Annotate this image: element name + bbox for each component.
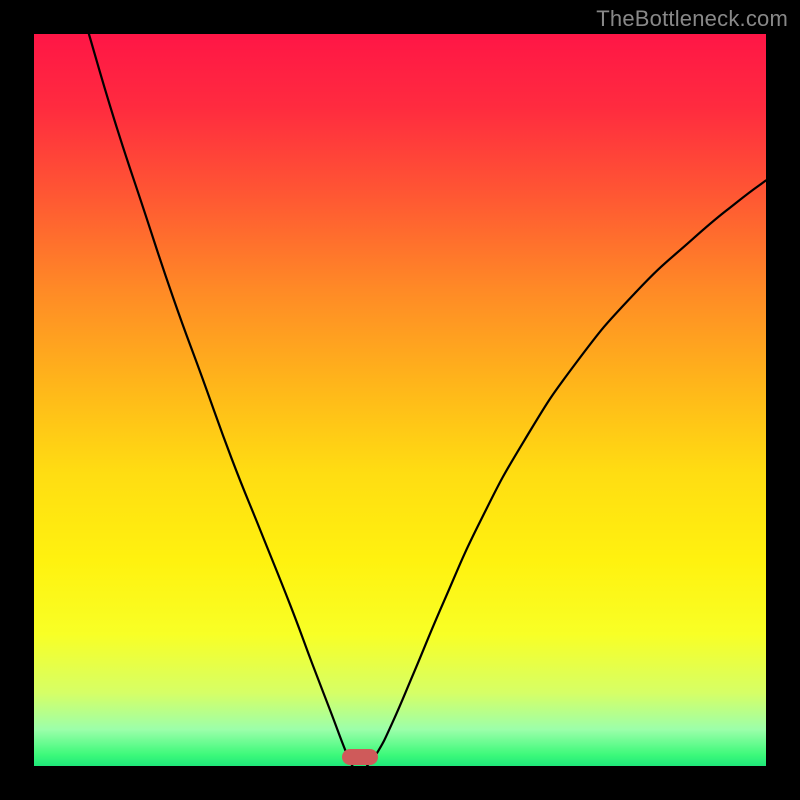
gradient-background (34, 34, 766, 766)
plot-area (34, 34, 766, 766)
chart-svg (34, 34, 766, 766)
watermark-text: TheBottleneck.com (596, 6, 788, 32)
minimum-marker (342, 749, 378, 765)
